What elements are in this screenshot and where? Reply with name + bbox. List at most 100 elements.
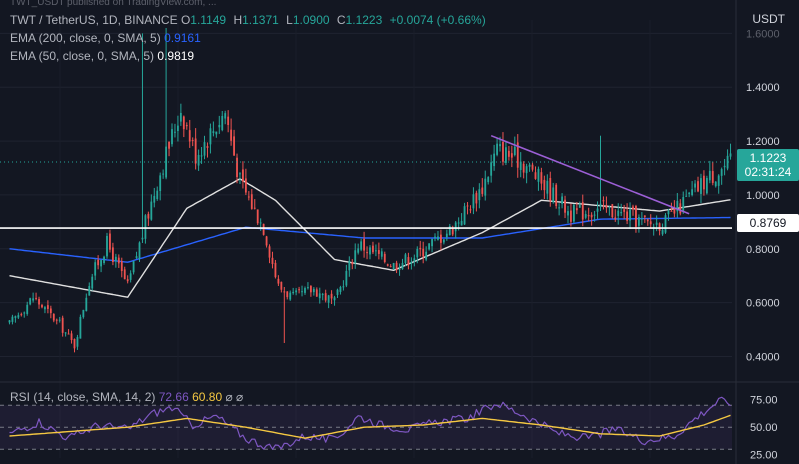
candle-body — [510, 153, 513, 158]
candle-body — [218, 124, 221, 128]
last-price-tag: 1.1223 02:31:24 — [737, 149, 799, 181]
candle-body — [605, 205, 608, 209]
candle-body — [206, 146, 209, 148]
candle-body — [398, 268, 401, 270]
candle-body — [26, 304, 29, 314]
candle-body — [41, 305, 43, 308]
candle-body — [525, 166, 528, 174]
candle-body — [670, 210, 673, 212]
candle-body — [304, 288, 306, 293]
candle-body — [643, 215, 646, 217]
candle-body — [682, 196, 685, 213]
candle-body — [360, 241, 363, 250]
candle-body — [726, 155, 729, 169]
candle-body — [67, 333, 70, 335]
candle-body — [635, 205, 637, 227]
candle-body — [159, 175, 162, 191]
candle-body — [330, 293, 333, 299]
rsi-line — [9, 396, 731, 450]
candle-body — [244, 178, 247, 193]
candle-body — [723, 165, 726, 168]
candle-body — [646, 219, 649, 222]
candle-body — [596, 208, 599, 212]
price-tick-label: 0.4000 — [746, 351, 780, 363]
candle-body — [404, 254, 407, 264]
candle-body — [578, 205, 581, 208]
candle-body — [652, 226, 655, 228]
candle-body — [534, 172, 537, 179]
candle-body — [185, 124, 188, 127]
candle-body — [345, 270, 348, 286]
candle-body — [717, 175, 720, 186]
candle-body — [73, 338, 76, 349]
candle-body — [714, 181, 717, 187]
candle-body — [620, 211, 623, 214]
ema200-value: 0.9161 — [164, 31, 201, 45]
candle-body — [165, 146, 168, 178]
overlays — [0, 134, 732, 229]
price-tick-label: 1.0000 — [746, 190, 780, 202]
candle-body — [694, 183, 696, 188]
candle-body — [611, 204, 614, 218]
candle-body — [233, 136, 235, 156]
candle-body — [230, 129, 233, 141]
candle-body — [617, 210, 620, 216]
price-tick-label: 0.8000 — [746, 244, 780, 256]
candle-body — [440, 234, 442, 243]
ema200-legend[interactable]: EMA (200, close, 0, SMA, 5) 0.9161 — [10, 30, 201, 46]
candle-body — [463, 206, 466, 225]
candle-body — [688, 192, 691, 195]
candle-body — [454, 222, 457, 232]
candle-body — [425, 251, 428, 260]
candle-body — [286, 291, 289, 298]
candle-body — [499, 144, 501, 147]
candle-body — [691, 189, 694, 196]
candle-body — [640, 218, 643, 220]
candle-body — [369, 247, 371, 255]
ema50-value: 0.9819 — [157, 49, 195, 63]
candle-body — [76, 337, 79, 347]
candle-body — [431, 239, 433, 247]
price-tick-label: 1.2000 — [746, 136, 780, 148]
candle-body — [224, 113, 227, 119]
candle-body — [496, 143, 498, 155]
candle-body — [120, 261, 123, 271]
ema50-legend[interactable]: EMA (50, close, 0, SMA, 5) 0.9819 — [10, 48, 194, 64]
candle-body — [705, 177, 708, 194]
rsi-value: 72.66 — [158, 390, 189, 404]
candle-body — [327, 295, 330, 303]
symbol-legend: TWT / TetherUS, 1D, BINANCE O1.1149 H1.1… — [10, 12, 486, 28]
candle-body — [321, 294, 324, 296]
candle-body — [434, 236, 436, 238]
ema50-line — [9, 178, 731, 298]
candle-body — [88, 286, 91, 296]
candle-body — [168, 142, 170, 149]
candle-body — [676, 200, 679, 212]
candle-body — [608, 206, 611, 208]
candle-body — [309, 285, 312, 293]
rsi-legend[interactable]: RSI (14, close, SMA, 14, 2) 72.66 60.80 … — [10, 389, 243, 405]
candle-body — [599, 203, 602, 207]
candle-body — [111, 247, 114, 262]
candle-body — [182, 116, 185, 130]
candle-body — [253, 207, 256, 209]
candle-body — [389, 266, 392, 268]
candle-body — [445, 233, 448, 238]
ema200-line — [9, 216, 731, 263]
candle-body — [522, 163, 525, 173]
candle-body — [570, 210, 572, 222]
candle-body — [203, 142, 206, 156]
price-axis[interactable]: 1.6000 1.4000 1.2000 1.0000 0.8000 0.6000 0.40… — [746, 28, 780, 461]
candle-body — [79, 316, 82, 339]
candle-body — [478, 189, 481, 201]
candle-body — [564, 199, 566, 213]
candle-body — [312, 288, 315, 293]
candle-body — [623, 209, 626, 212]
candle-body — [442, 239, 445, 243]
candle-body — [212, 131, 215, 133]
candle-body — [100, 260, 103, 267]
ema200-label: EMA (200, close, 0, SMA, 5) — [10, 31, 161, 45]
candle-body — [38, 298, 40, 305]
